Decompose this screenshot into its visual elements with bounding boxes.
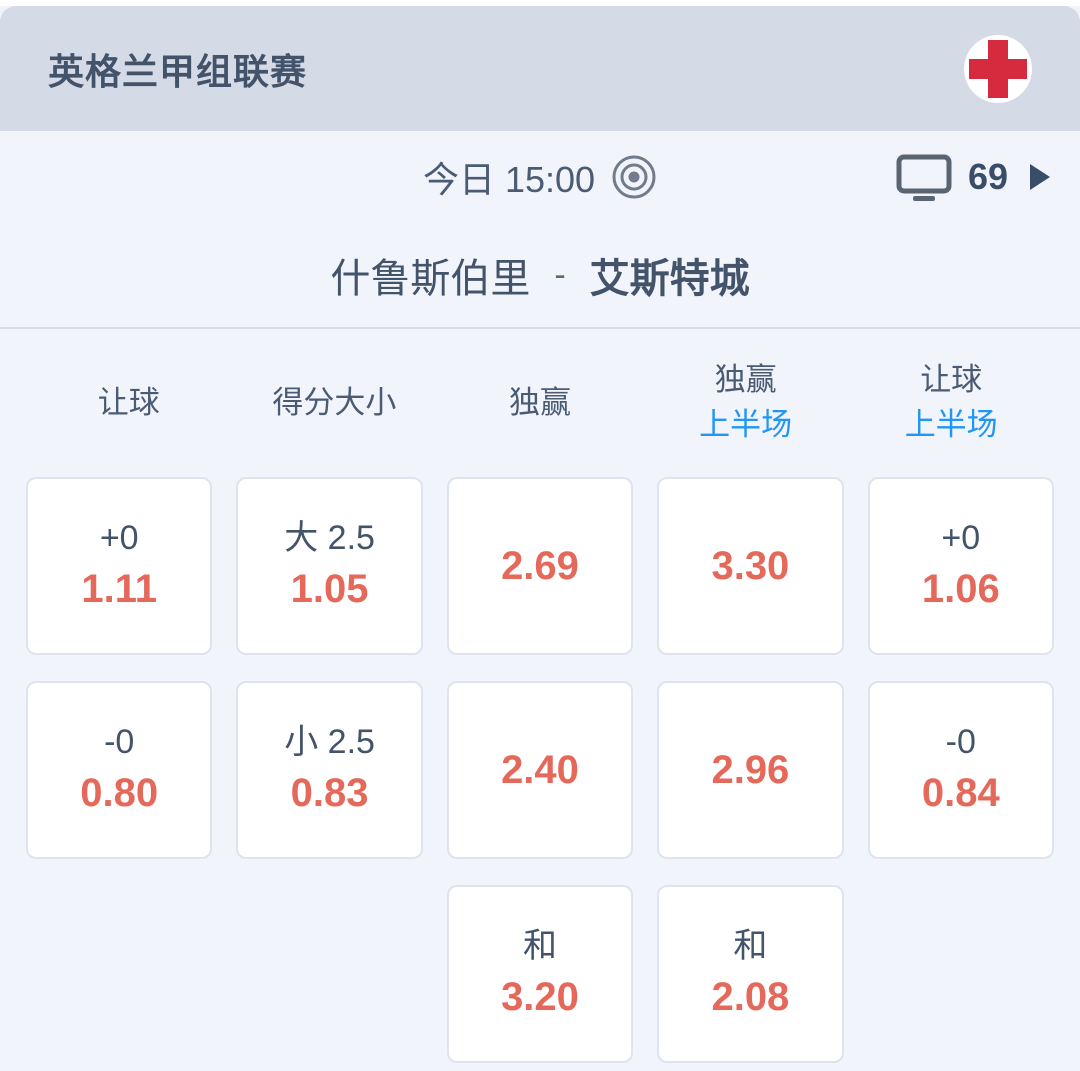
match-time-row: 今日 15:00 69: [0, 131, 1080, 223]
odds-cell-moneyline-home[interactable]: 2.69: [446, 477, 634, 655]
column-header-moneyline: 独赢: [437, 381, 643, 426]
league-badge-red-cross-icon: [964, 34, 1032, 103]
odds-cell-handicap-half-away[interactable]: -0 0.84: [867, 681, 1054, 859]
column-label: 独赢: [714, 362, 777, 398]
league-title: 英格兰甲组联赛: [48, 50, 308, 92]
match-title: 什鲁斯伯里 - 艾斯特城: [0, 223, 1080, 327]
odds-cell-line: 小 2.5: [284, 723, 375, 762]
column-sublabel: 上半场: [904, 407, 998, 442]
odds-cell-line: +0: [941, 519, 981, 558]
column-header-handicap-first-half: 让球 上半场: [848, 358, 1054, 448]
odds-cell-value: 1.05: [290, 566, 369, 611]
odds-cell-line: -0: [104, 723, 135, 762]
odds-cell-value: 0.80: [80, 770, 159, 815]
column-label: 让球: [97, 384, 160, 420]
column-header-handicap: 让球: [26, 381, 232, 426]
sheet-top-edge: [0, 0, 1080, 6]
column-label: 独赢: [508, 384, 571, 420]
odds-cell-moneyline-away[interactable]: 2.40: [446, 681, 634, 859]
odds-cell-line: -0: [945, 723, 976, 762]
team-separator: -: [554, 255, 566, 294]
odds-cell-value: 2.08: [711, 974, 790, 1019]
odds-cell-value: 0.83: [290, 770, 369, 815]
column-label: 让球: [920, 362, 983, 398]
odds-cell-line: 和: [733, 927, 768, 966]
column-sublabel: 上半场: [699, 407, 793, 442]
home-team-name: 什鲁斯伯里: [330, 257, 531, 301]
odds-cell-moneyline-half-draw[interactable]: 和 2.08: [657, 885, 844, 1063]
odds-cell-moneyline-half-away[interactable]: 2.96: [657, 681, 844, 859]
league-header: 英格兰甲组联赛: [0, 6, 1080, 131]
odds-cell-value: 3.30: [711, 544, 790, 588]
column-header-over-under: 得分大小: [232, 381, 438, 426]
away-team-name: 艾斯特城: [589, 257, 750, 301]
section-divider: [0, 327, 1080, 329]
odds-cell-moneyline-draw[interactable]: 和 3.20: [446, 885, 634, 1063]
odds-cell-moneyline-half-home[interactable]: 3.30: [657, 477, 844, 655]
odds-cell-value: 2.96: [711, 748, 790, 792]
match-time: 今日 15:00: [422, 159, 596, 200]
tv-icon: [896, 152, 952, 202]
column-label: 得分大小: [272, 384, 397, 420]
odds-cell-value: 0.84: [921, 770, 1000, 815]
odds-cell-handicap-home[interactable]: +0 1.11: [26, 477, 213, 655]
odds-cell-value: 3.20: [501, 974, 579, 1019]
odds-cell-line: 大 2.5: [284, 519, 375, 558]
odds-cell-value: 1.11: [81, 566, 158, 611]
odds-grid: +0 1.11 大 2.5 1.05 2.69 3.30 +0 1.06 -0 …: [0, 477, 1080, 1063]
odds-cell-line: 和: [522, 927, 557, 966]
chevron-right-icon: [1030, 164, 1050, 190]
bullseye-icon: [611, 154, 657, 200]
odds-cell-value: 2.40: [501, 748, 579, 792]
odds-cell-over[interactable]: 大 2.5 1.05: [236, 477, 423, 655]
odds-column-headers: 让球 得分大小 独赢 独赢 上半场 让球 上半场: [0, 329, 1080, 477]
odds-cell-value: 2.69: [501, 544, 579, 588]
odds-cell-line: +0: [99, 519, 139, 558]
odds-cell-handicap-away[interactable]: -0 0.80: [26, 681, 213, 859]
stream-channels-button[interactable]: 69: [896, 131, 1050, 223]
odds-cell-value: 1.06: [921, 566, 1000, 611]
column-header-moneyline-first-half: 独赢 上半场: [643, 358, 849, 448]
odds-cell-handicap-half-home[interactable]: +0 1.06: [867, 477, 1054, 655]
odds-cell-under[interactable]: 小 2.5 0.83: [236, 681, 423, 859]
stream-count: 69: [967, 156, 1008, 197]
